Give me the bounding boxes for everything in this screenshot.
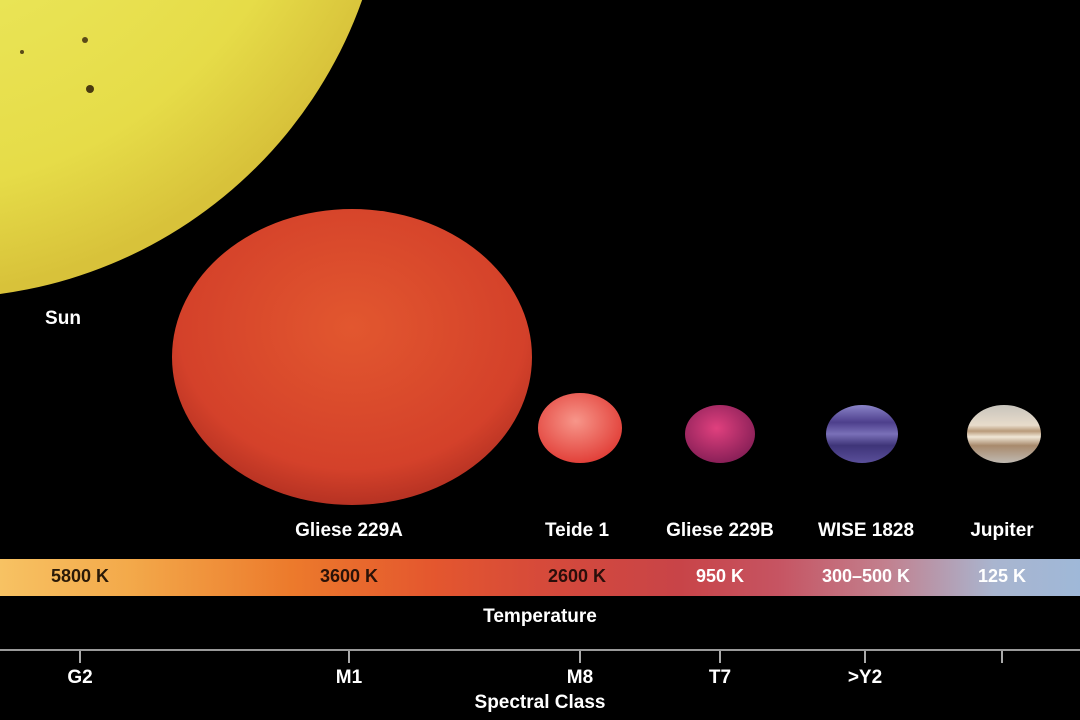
tick	[864, 651, 866, 663]
label-wise-1828: WISE 1828	[817, 520, 915, 541]
temperature-bar	[0, 559, 1080, 596]
temperature-label: Temperature	[483, 606, 597, 627]
sun-disc	[0, 0, 362, 294]
temp-teide-1: 2600 K	[547, 566, 607, 586]
label-gliese-229a: Gliese 229A	[295, 520, 403, 541]
sunspot	[20, 50, 24, 54]
class-y2: >Y2	[847, 667, 883, 688]
sunspot	[86, 85, 94, 93]
spectral-axis	[0, 649, 1080, 651]
label-jupiter: Jupiter	[970, 520, 1034, 541]
temp-gliese-229b: 950 K	[695, 566, 745, 586]
class-m1: M1	[335, 667, 363, 688]
label-gliese-229b: Gliese 229B	[666, 520, 774, 541]
tick	[348, 651, 350, 663]
class-g2: G2	[67, 667, 93, 688]
class-m8: M8	[566, 667, 594, 688]
teide-1-disc	[538, 393, 622, 463]
tick	[719, 651, 721, 663]
gliese-229b-disc	[685, 405, 755, 463]
temp-jupiter: 125 K	[977, 566, 1027, 586]
temp-gliese-229a: 3600 K	[319, 566, 379, 586]
gliese-229a-disc	[172, 209, 532, 505]
temp-wise-1828: 300–500 K	[821, 566, 911, 586]
tick	[579, 651, 581, 663]
spectral-class-label: Spectral Class	[474, 692, 606, 713]
label-teide-1: Teide 1	[544, 520, 610, 541]
sunspot	[82, 37, 88, 43]
jupiter-disc	[967, 405, 1041, 463]
wise-1828-disc	[826, 405, 898, 463]
class-t7: T7	[708, 667, 732, 688]
label-sun: Sun	[45, 308, 81, 329]
temp-sun: 5800 K	[50, 566, 110, 586]
tick	[79, 651, 81, 663]
tick	[1001, 651, 1003, 663]
